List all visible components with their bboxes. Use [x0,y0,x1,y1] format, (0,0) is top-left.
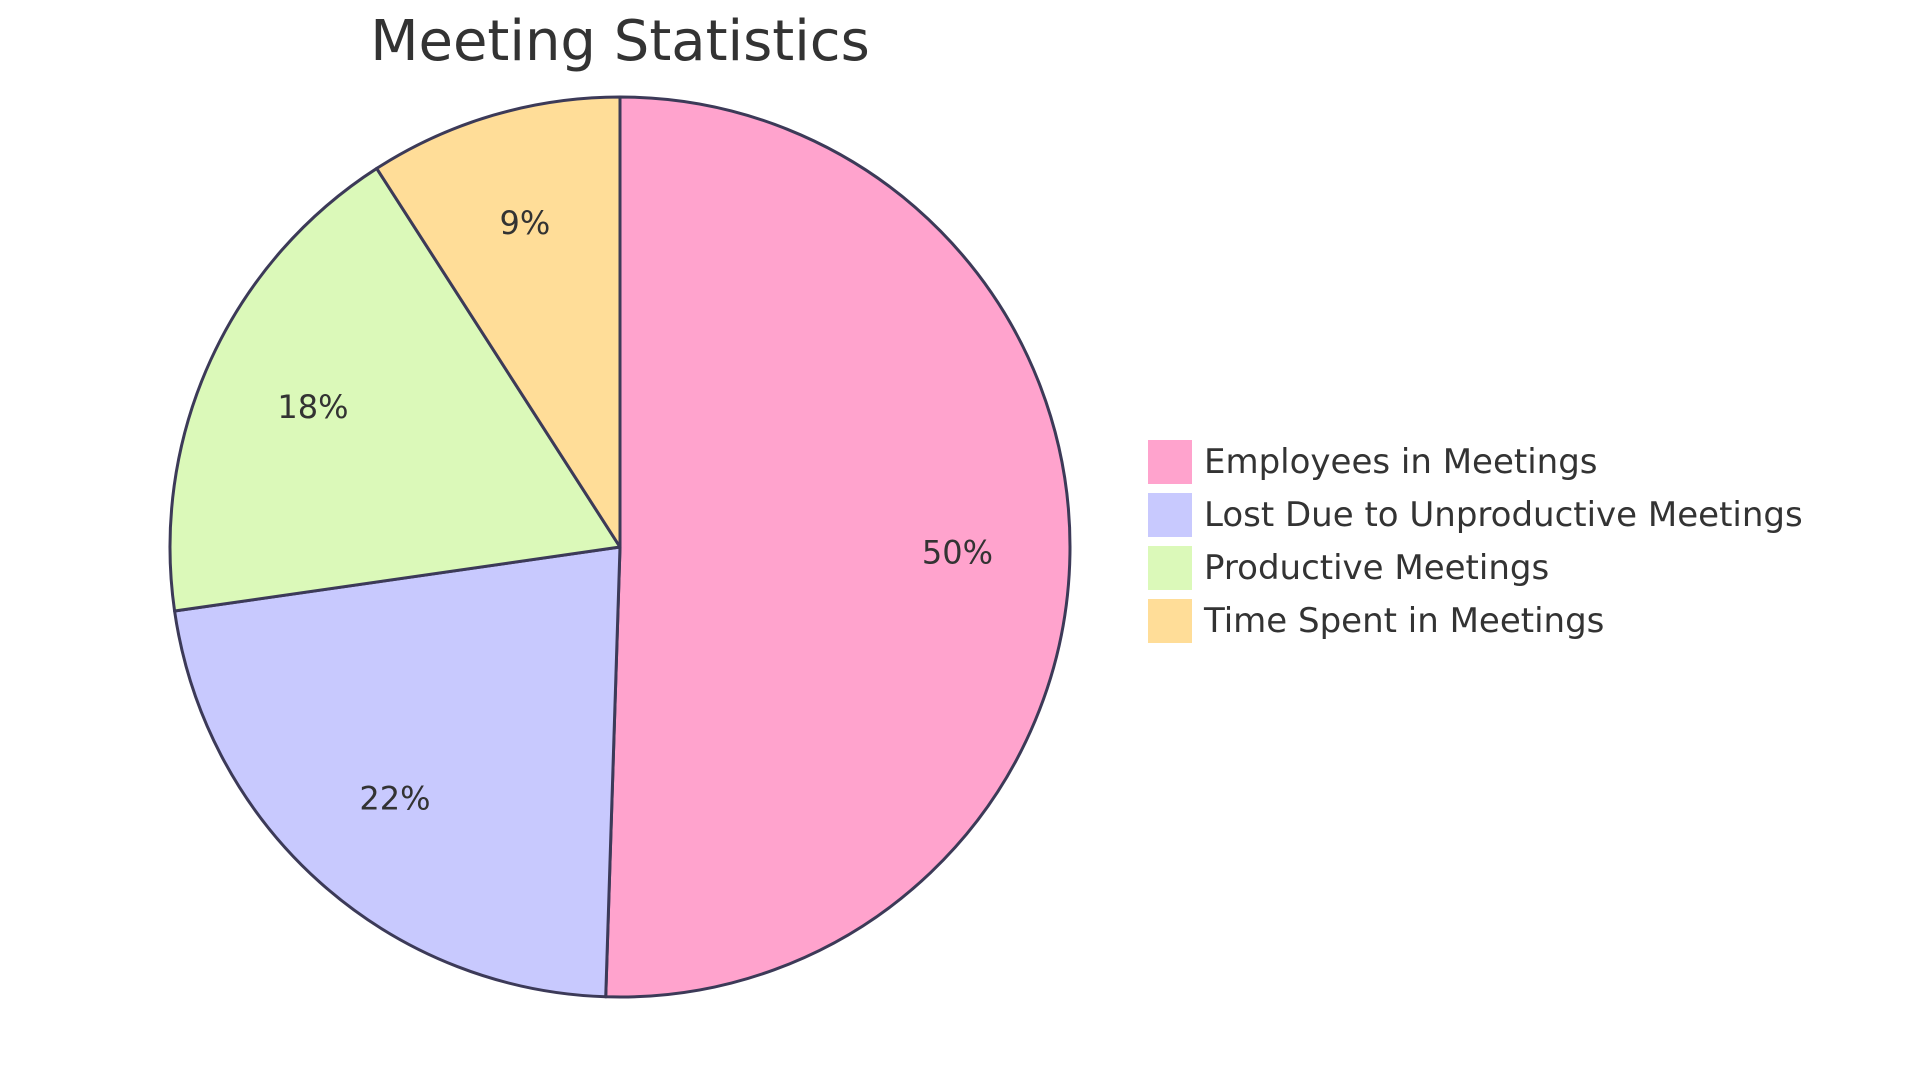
legend-swatch-lost-due-to-unproductive-meetings [1148,493,1192,537]
legend-swatch-productive-meetings [1148,546,1192,590]
slice-label-lost-due-to-unproductive-meetings: 22% [359,780,430,818]
slice-label-productive-meetings: 18% [277,388,348,426]
legend-label-time-spent-in-meetings: Time Spent in Meetings [1203,601,1604,641]
legend: Employees in Meetings Lost Due to Unprodu… [1148,440,1803,643]
pie-slice-productive-meetings [168,166,622,613]
pie-slice-time-spent-in-meetings [375,95,622,549]
legend-label-productive-meetings: Productive Meetings [1204,548,1549,588]
pie-slice-employees-in-meetings [604,95,1072,999]
legend-label-employees-in-meetings: Employees in Meetings [1204,442,1598,482]
legend-swatch-time-spent-in-meetings [1148,599,1192,643]
pie-slices [168,95,1072,999]
pie-slice-lost-due-to-unproductive-meetings [173,545,622,999]
legend-swatch-employees-in-meetings [1148,440,1192,484]
pie-slice-labels: 50% 22% 18% 9% [277,204,993,817]
slice-label-employees-in-meetings: 50% [922,533,993,571]
legend-label-lost-due-to-unproductive-meetings: Lost Due to Unproductive Meetings [1204,495,1803,535]
slice-label-time-spent-in-meetings: 9% [500,204,551,242]
chart-title: Meeting Statistics [370,9,870,74]
